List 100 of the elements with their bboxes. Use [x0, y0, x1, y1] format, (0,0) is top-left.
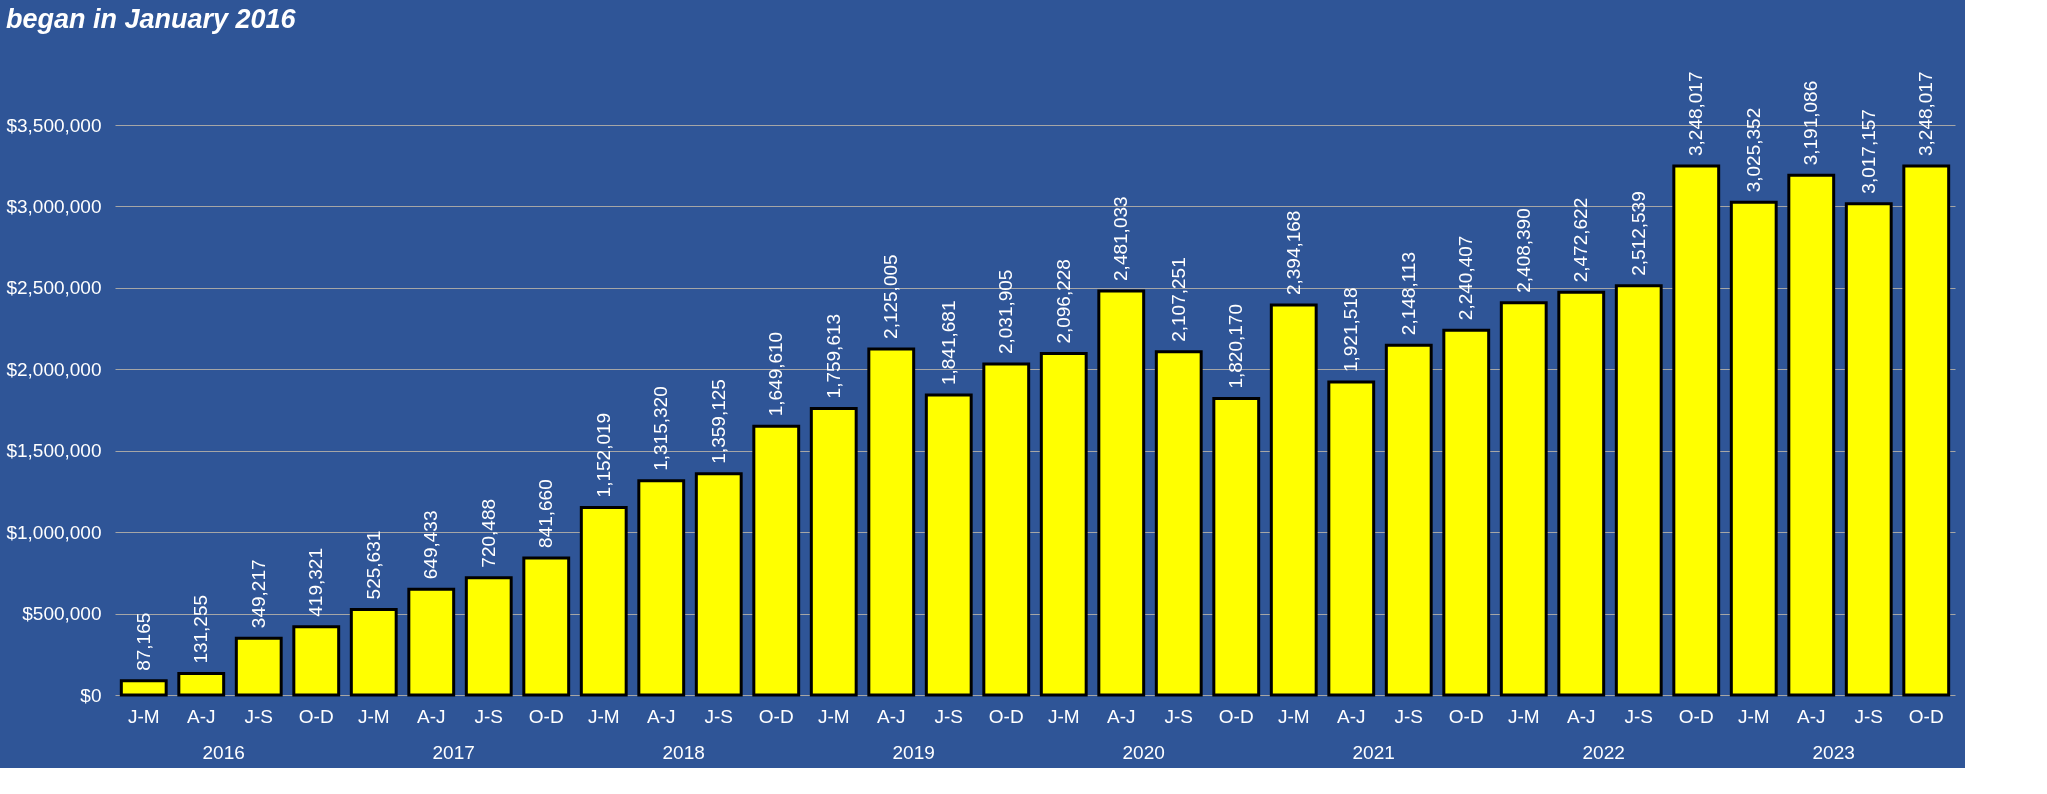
data-label: 1,820,170	[1225, 304, 1247, 389]
data-label: 131,255	[190, 594, 212, 664]
x-tick-label: A-J	[1337, 705, 1366, 727]
x-tick-label: A-J	[1567, 705, 1596, 727]
x-tick-label: J-M	[587, 705, 620, 727]
bar	[637, 479, 686, 697]
x-tick-label: O-D	[758, 705, 794, 727]
bar	[1729, 200, 1778, 697]
text: 2021	[1352, 742, 1395, 763]
x-tick-label: A-J	[417, 705, 446, 727]
x-tick-label: O-D	[298, 705, 334, 727]
y-tick-label: $0	[80, 684, 102, 706]
data-label: 87,165	[132, 612, 154, 671]
data-label: 3,248,017	[1685, 71, 1707, 157]
bar	[522, 556, 571, 697]
x-tick-label: J-M	[1737, 705, 1770, 727]
x-tick-label: J-M	[1277, 705, 1310, 727]
bar	[1614, 284, 1663, 697]
data-label: 2,031,905	[995, 269, 1017, 355]
x-tick-label: A-J	[647, 705, 676, 727]
data-label: 419,321	[305, 548, 327, 617]
bar	[1327, 380, 1376, 697]
data-label: 3,017,157	[1857, 109, 1879, 194]
bar	[292, 625, 341, 697]
data-label: 2,472,622	[1570, 197, 1592, 283]
bar	[119, 679, 168, 697]
x-tick-label: O-D	[988, 705, 1024, 727]
x-tick-label: J-S	[1854, 705, 1883, 727]
bar	[1844, 202, 1893, 697]
data-label: 720,488	[477, 498, 499, 568]
data-label: 2,107,251	[1167, 257, 1189, 342]
y-tick-label: $3,500,000	[6, 114, 102, 136]
x-tick-label: A-J	[877, 705, 906, 727]
x-tick-label: A-J	[187, 705, 216, 727]
bar	[1097, 289, 1146, 697]
text: 2016	[202, 742, 245, 763]
x-tick-label: A-J	[1107, 705, 1136, 727]
data-label: 3,191,086	[1800, 80, 1822, 166]
x-tick-label: J-M	[357, 705, 390, 727]
data-label: 1,841,681	[937, 300, 959, 386]
x-tick-label: J-S	[1394, 705, 1423, 727]
x-tick-label: O-D	[1448, 705, 1484, 727]
x-tick-label: J-M	[1507, 705, 1540, 727]
bar	[752, 424, 801, 697]
bar	[1787, 173, 1836, 697]
y-tick-label: $2,500,000	[6, 277, 102, 299]
bar	[809, 406, 858, 697]
data-label: 841,660	[535, 479, 557, 548]
bar	[464, 576, 513, 697]
bar	[1384, 343, 1433, 697]
y-tick-label: $1,500,000	[6, 440, 102, 462]
x-tick-label: J-S	[244, 705, 273, 727]
y-tick-label: $3,000,000	[6, 195, 102, 217]
text: 2018	[662, 742, 705, 763]
bar	[349, 607, 398, 697]
data-label: 1,649,610	[765, 331, 787, 417]
data-label: 2,240,407	[1455, 235, 1477, 321]
text: 2019	[892, 742, 935, 763]
data-label: 2,394,168	[1282, 210, 1304, 296]
y-tick-label: $1,000,000	[6, 521, 102, 543]
data-label: 2,125,005	[880, 254, 902, 339]
data-label: 1,921,518	[1340, 287, 1362, 373]
chart-title: began in January 2016	[5, 3, 297, 34]
x-tick-label: J-M	[127, 705, 160, 727]
bar	[982, 362, 1031, 697]
y-tick-label: $500,000	[22, 603, 102, 625]
bar	[1154, 350, 1203, 697]
bar	[234, 636, 283, 697]
x-tick-label: J-S	[474, 705, 503, 727]
bar	[1212, 397, 1261, 697]
x-tick-label: J-M	[817, 705, 850, 727]
bar	[694, 472, 743, 697]
bar	[407, 587, 456, 697]
data-label: 3,248,017	[1915, 71, 1937, 157]
data-label: 2,512,539	[1627, 191, 1649, 276]
data-label: 349,217	[247, 559, 269, 629]
bar	[1039, 352, 1088, 697]
data-label: 3,025,352	[1742, 107, 1764, 193]
x-tick-label: O-D	[1218, 705, 1254, 727]
text: 2022	[1582, 742, 1625, 763]
bar	[1557, 290, 1606, 697]
x-tick-label: J-S	[1624, 705, 1653, 727]
bar	[1672, 164, 1721, 697]
bar	[1269, 303, 1318, 697]
x-tick-label: O-D	[528, 705, 564, 727]
data-label: 649,433	[420, 510, 442, 580]
data-label: 2,408,390	[1512, 208, 1534, 293]
y-tick-label: $2,000,000	[6, 358, 102, 380]
bar	[867, 347, 916, 697]
data-label: 1,359,125	[707, 379, 729, 464]
x-tick-label: O-D	[1678, 705, 1714, 727]
text: 2017	[432, 742, 475, 763]
data-label: 2,481,033	[1110, 196, 1132, 281]
data-label: 2,096,228	[1052, 259, 1074, 344]
bar	[924, 393, 973, 697]
x-tick-label: J-S	[704, 705, 733, 727]
x-tick-label: A-J	[1797, 705, 1826, 727]
bar	[579, 505, 628, 697]
x-tick-label: J-S	[1164, 705, 1193, 727]
x-tick-label: J-S	[934, 705, 963, 727]
